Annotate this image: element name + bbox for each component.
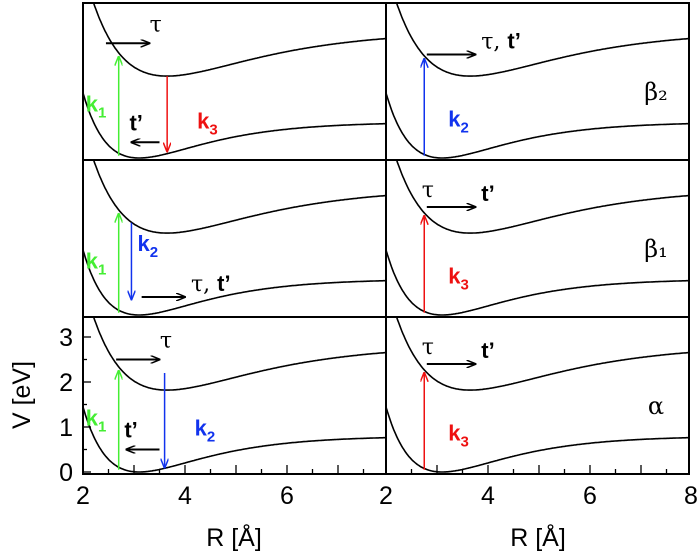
ground-state-curve bbox=[83, 89, 386, 159]
y-tick-label: 1 bbox=[59, 414, 73, 442]
panel-alpha-right: α k3 τ t’ bbox=[385, 316, 690, 475]
x-axis-label-left: R [Å] bbox=[206, 522, 262, 552]
tau-label: τ, bbox=[191, 272, 217, 297]
tprime-label: t’ bbox=[124, 418, 137, 443]
rate-subscript: 1 bbox=[98, 418, 106, 435]
k3-label: k3 bbox=[448, 421, 469, 451]
panel-frame bbox=[385, 316, 690, 475]
x-tick-label: 2 bbox=[76, 482, 90, 510]
y-axis-label: V [eV] bbox=[8, 361, 36, 429]
x-tick-label: 4 bbox=[481, 482, 495, 510]
x-axis-label-right: R [Å] bbox=[510, 522, 566, 552]
rate-subscript: 2 bbox=[461, 120, 469, 137]
rate-symbol: k bbox=[86, 405, 99, 430]
tau-tprime-label: τ, t’ bbox=[481, 29, 521, 55]
tau-label: τ, bbox=[481, 30, 507, 55]
rate-symbol: k bbox=[448, 264, 461, 289]
tau-label: τ bbox=[422, 335, 434, 360]
rate-subscript: 3 bbox=[461, 434, 469, 451]
k3-label: k3 bbox=[197, 109, 218, 139]
x-tick-label: 6 bbox=[280, 482, 294, 510]
tau-tprime-label: τ, t’ bbox=[191, 271, 231, 297]
rate-subscript: 1 bbox=[98, 261, 106, 278]
panel-label: β₂ bbox=[644, 78, 668, 106]
rate-symbol: k bbox=[195, 415, 208, 440]
k1-label: k1 bbox=[86, 248, 107, 278]
rate-symbol: k bbox=[86, 248, 99, 273]
tprime-label: t’ bbox=[481, 338, 494, 363]
x-tick-label: 8 bbox=[684, 482, 698, 510]
k2-label: k2 bbox=[137, 231, 158, 261]
ground-state-curve bbox=[386, 246, 689, 316]
rate-symbol: k bbox=[86, 91, 99, 116]
x-tick-label: 4 bbox=[178, 482, 192, 510]
x-tick-label: 6 bbox=[583, 482, 597, 510]
rate-subscript: 3 bbox=[209, 122, 217, 139]
excited-state-curve bbox=[92, 317, 386, 391]
ground-state-curve bbox=[83, 246, 386, 316]
panel-label: β₁ bbox=[644, 235, 668, 263]
ground-state-curve bbox=[83, 403, 386, 473]
tprime-label: t’ bbox=[129, 110, 142, 135]
excited-state-curve bbox=[92, 160, 386, 234]
excited-state-curve bbox=[395, 160, 689, 234]
axes: V [eV] R [Å] R [Å] 2 4 6 2 4 6 8 0 1 2 3 bbox=[8, 324, 698, 552]
excited-state-curve bbox=[395, 317, 689, 391]
ground-state-curve bbox=[386, 403, 689, 473]
x-tick-label: 2 bbox=[379, 482, 393, 510]
rate-subscript: 1 bbox=[98, 104, 106, 121]
k2-label: k2 bbox=[448, 107, 469, 137]
excited-state-curve bbox=[395, 3, 689, 77]
rate-subscript: 2 bbox=[207, 428, 215, 445]
k3-label: k3 bbox=[448, 264, 469, 294]
panel-beta2-right: β₂ k2 τ, t’ bbox=[385, 2, 690, 161]
k1-label: k1 bbox=[86, 405, 107, 435]
tprime-label: t’ bbox=[217, 271, 230, 296]
rate-symbol: k bbox=[137, 231, 150, 256]
k2-label: k2 bbox=[195, 415, 216, 445]
rate-symbol: k bbox=[197, 109, 210, 134]
rate-subscript: 2 bbox=[150, 244, 158, 261]
tprime-label: t’ bbox=[507, 29, 520, 54]
tprime-label: t’ bbox=[481, 181, 494, 206]
rate-symbol: k bbox=[448, 421, 461, 446]
rate-symbol: k bbox=[448, 107, 461, 132]
tau-label: τ bbox=[160, 329, 172, 354]
tau-label: τ bbox=[150, 12, 162, 37]
tau-label: τ bbox=[422, 178, 434, 203]
y-tick-label: 0 bbox=[59, 459, 73, 487]
y-tick-label: 3 bbox=[59, 324, 73, 352]
panel-label: α bbox=[648, 392, 664, 420]
k1-label: k1 bbox=[86, 91, 107, 121]
ground-state-curve bbox=[386, 89, 689, 159]
panel-beta1-right: β₁ k3 τ t’ bbox=[385, 159, 690, 318]
excited-state-curve bbox=[92, 3, 386, 77]
y-tick-label: 2 bbox=[59, 369, 73, 397]
rate-subscript: 3 bbox=[461, 277, 469, 294]
